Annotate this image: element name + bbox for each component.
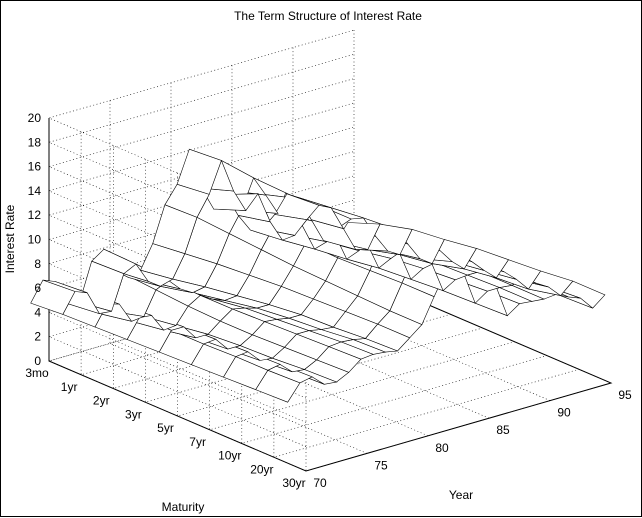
- maturity-tick-label: 10yr: [218, 449, 241, 463]
- grid-line-year: [292, 47, 551, 401]
- y-axis-label: Maturity: [162, 500, 205, 514]
- surface-layer: [30, 148, 606, 403]
- year-tick-label: 90: [557, 406, 571, 420]
- maturity-tick-label: 7yr: [189, 435, 206, 449]
- year-tick-label: 85: [496, 423, 510, 437]
- x-axis-label: Year: [449, 488, 473, 502]
- year-tick-label: 75: [374, 458, 388, 472]
- chart-title: The Term Structure of Interest Rate: [234, 9, 422, 23]
- grid-line-maturity: [113, 145, 419, 389]
- z-tick-label: 20: [28, 111, 42, 125]
- year-tick-label: 70: [313, 476, 327, 490]
- grid-line-year: [231, 65, 490, 419]
- grid-line-maturity: [80, 131, 387, 376]
- axis-frame: [48, 118, 613, 472]
- maturity-tick-label: 1yr: [61, 380, 78, 394]
- z-tick-label: 2: [34, 330, 41, 344]
- z-tick-label: 16: [28, 160, 42, 174]
- maturity-tick-label: 5yr: [157, 421, 174, 435]
- maturity-tick-label: 3mo: [25, 366, 49, 380]
- z-tick-label: 12: [28, 208, 42, 222]
- grid-line-year: [109, 100, 368, 454]
- surface-patch: [30, 279, 76, 315]
- z-tick-label: 4: [34, 305, 41, 319]
- maturity-tick-label: 3yr: [125, 407, 142, 421]
- maturity-tick-label: 2yr: [93, 394, 110, 408]
- maturity-tick-label: 30yr: [282, 476, 305, 490]
- z-tick-label: 14: [28, 184, 42, 198]
- year-tick-label: 80: [435, 441, 449, 455]
- grid-line-year: [170, 82, 429, 437]
- z-tick-label: 10: [28, 233, 42, 247]
- grid-line-year: [353, 30, 612, 384]
- tick-labels: 0 2 4 6 8 10 12 14 16 18 20 3mo 1yr 2yr 3yr 5yr 7yr 10yr 2…: [25, 111, 632, 490]
- z-tick-label: 18: [28, 135, 42, 149]
- maturity-tick-label: 20yr: [250, 462, 273, 476]
- z-tick-label: 6: [34, 281, 41, 295]
- z-tick-label: 0: [34, 354, 41, 368]
- grid-line-maturity: [145, 159, 451, 403]
- z-axis-label: Interest Rate: [3, 204, 17, 273]
- year-tick-label: 95: [618, 388, 632, 402]
- z-tick-label: 8: [34, 257, 41, 271]
- axis-lines: [48, 118, 613, 472]
